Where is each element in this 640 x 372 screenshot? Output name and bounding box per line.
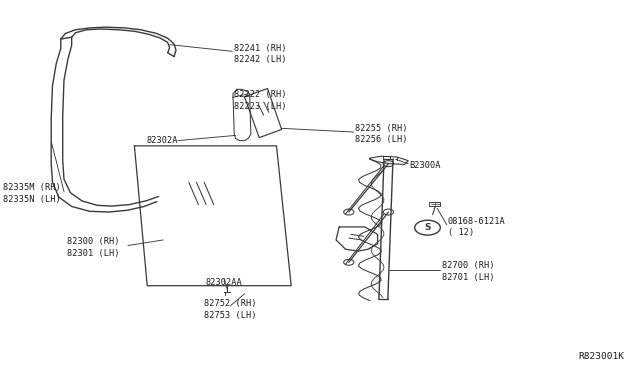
Text: 82302A: 82302A: [147, 136, 178, 145]
Text: 82300 (RH)
82301 (LH): 82300 (RH) 82301 (LH): [67, 237, 120, 257]
Text: 82335M (RH)
82335N (LH): 82335M (RH) 82335N (LH): [3, 183, 61, 203]
Text: 82700 (RH)
82701 (LH): 82700 (RH) 82701 (LH): [442, 262, 494, 282]
Text: 82241 (RH)
82242 (LH): 82241 (RH) 82242 (LH): [234, 44, 286, 64]
Text: 82222 (RH)
82223 (LH): 82222 (RH) 82223 (LH): [234, 90, 286, 110]
Text: 08168-6121A
( 12): 08168-6121A ( 12): [448, 217, 506, 237]
Text: 82255 (RH)
82256 (LH): 82255 (RH) 82256 (LH): [355, 124, 408, 144]
Text: S: S: [424, 223, 431, 232]
FancyBboxPatch shape: [429, 202, 440, 206]
Text: 82752 (RH)
82753 (LH): 82752 (RH) 82753 (LH): [204, 299, 257, 320]
Text: 82302AA: 82302AA: [205, 278, 243, 287]
Text: R823001K: R823001K: [578, 352, 624, 361]
Text: B2300A: B2300A: [410, 161, 441, 170]
